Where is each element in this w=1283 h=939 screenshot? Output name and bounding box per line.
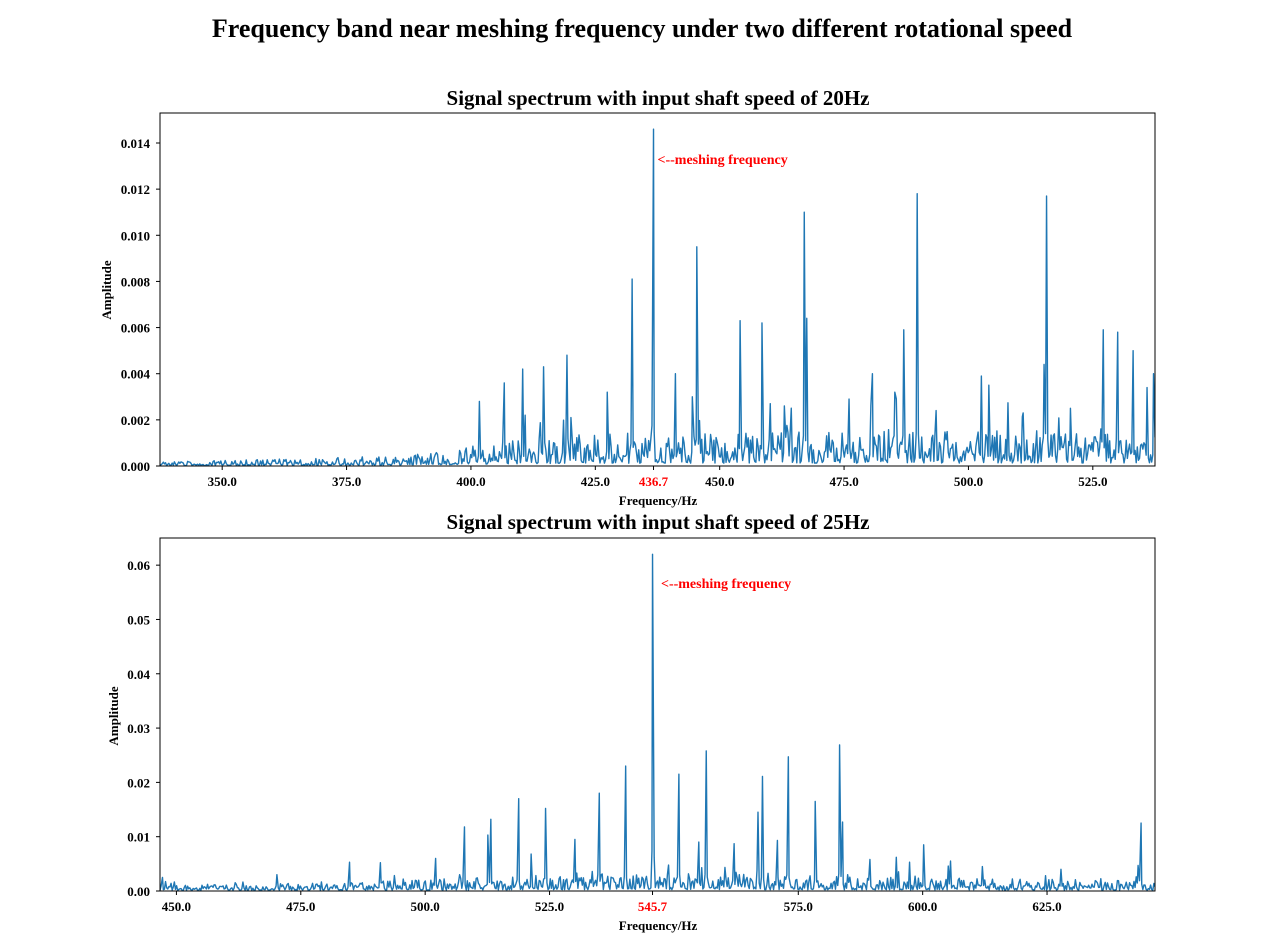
x-tick-label: 600.0 bbox=[908, 899, 937, 914]
y-tick-label: 0.01 bbox=[127, 830, 150, 845]
spectrum-series-line bbox=[160, 553, 1155, 891]
x-tick-label: 525.0 bbox=[535, 899, 564, 914]
y-tick-label: 0.05 bbox=[127, 612, 150, 627]
meshing-frequency-annotation: <--meshing frequency bbox=[658, 153, 788, 168]
x-tick-label: 500.0 bbox=[954, 474, 983, 489]
y-tick-label: 0.004 bbox=[121, 367, 151, 382]
spectrum-series-line bbox=[160, 128, 1155, 466]
x-tick-label: 500.0 bbox=[411, 899, 440, 914]
meshing-frequency-annotation: <--meshing frequency bbox=[661, 577, 791, 592]
x-tick-label: 425.0 bbox=[581, 474, 610, 489]
x-tick-label: 475.0 bbox=[829, 474, 858, 489]
x-tick-label: 400.0 bbox=[456, 474, 485, 489]
y-axis-label: Amplitude bbox=[106, 686, 121, 745]
panel-title: Signal spectrum with input shaft speed o… bbox=[447, 510, 870, 534]
figure-title: Frequency band near meshing frequency un… bbox=[212, 14, 1073, 43]
x-tick-label: 625.0 bbox=[1032, 899, 1061, 914]
x-axis-label: Frequency/Hz bbox=[619, 493, 698, 508]
y-tick-label: 0.012 bbox=[121, 182, 150, 197]
y-axis-label: Amplitude bbox=[99, 260, 114, 319]
y-tick-label: 0.04 bbox=[127, 667, 150, 682]
y-tick-label: 0.006 bbox=[121, 321, 151, 336]
x-tick-label: 475.0 bbox=[286, 899, 315, 914]
axes-frame bbox=[159, 537, 1156, 892]
y-tick-label: 0.00 bbox=[127, 884, 150, 899]
x-tick-label-meshing: 436.7 bbox=[639, 474, 669, 489]
x-tick-label: 450.0 bbox=[162, 899, 191, 914]
panel-title: Signal spectrum with input shaft speed o… bbox=[447, 86, 870, 110]
x-tick-label: 575.0 bbox=[784, 899, 813, 914]
y-tick-label: 0.008 bbox=[121, 274, 151, 289]
x-tick-label: 525.0 bbox=[1078, 474, 1107, 489]
y-tick-label: 0.010 bbox=[121, 228, 150, 243]
y-tick-label: 0.02 bbox=[127, 775, 150, 790]
y-tick-label: 0.002 bbox=[121, 413, 150, 428]
x-tick-label-meshing: 545.7 bbox=[638, 899, 668, 914]
y-tick-label: 0.06 bbox=[127, 558, 150, 573]
y-tick-label: 0.03 bbox=[127, 721, 150, 736]
panel-20hz: Signal spectrum with input shaft speed o… bbox=[99, 86, 1156, 508]
axes-frame bbox=[159, 112, 1156, 467]
x-tick-label: 375.0 bbox=[332, 474, 361, 489]
x-tick-label: 350.0 bbox=[208, 474, 237, 489]
y-tick-label: 0.000 bbox=[121, 459, 150, 474]
x-tick-label: 450.0 bbox=[705, 474, 734, 489]
x-axis-label: Frequency/Hz bbox=[619, 918, 698, 933]
panel-25hz: Signal spectrum with input shaft speed o… bbox=[106, 510, 1156, 933]
y-tick-label: 0.014 bbox=[121, 136, 151, 151]
